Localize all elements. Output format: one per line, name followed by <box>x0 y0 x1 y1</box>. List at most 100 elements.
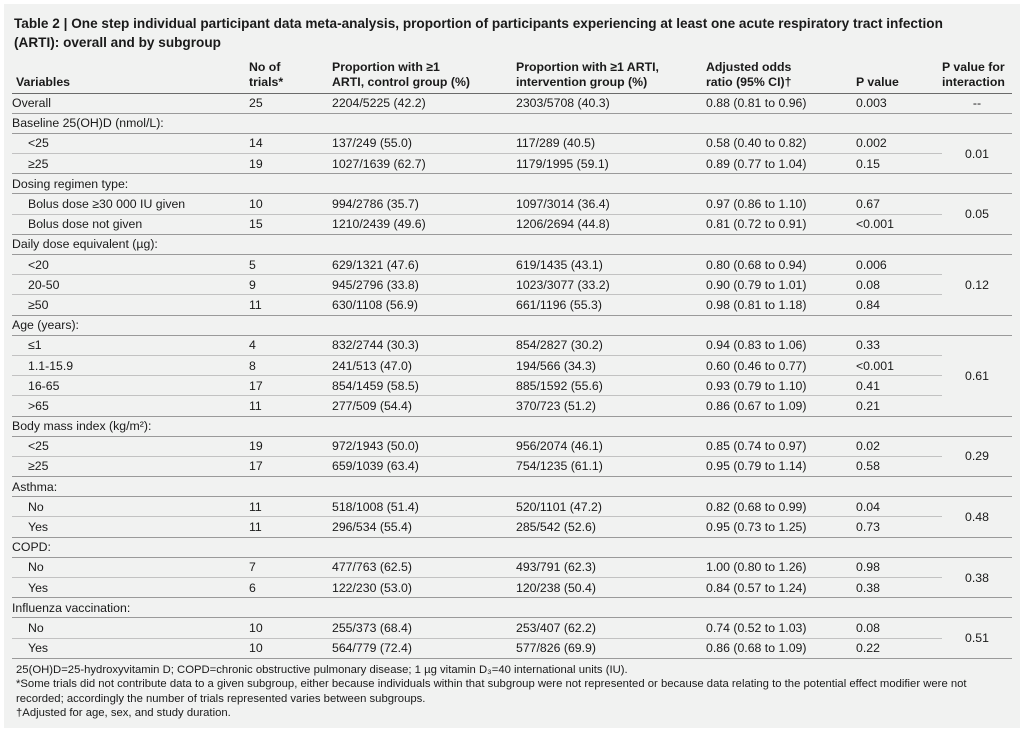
row-intervention: 956/2074 (46.1) <box>516 436 706 457</box>
table-row: Yes 11 296/534 (55.4) 285/542 (52.6) 0.95 (0… <box>12 516 1012 538</box>
row-control: 945/2796 (33.8) <box>332 274 516 296</box>
overall-row: Overall 25 2204/5225 (42.2) 2303/5708 (4… <box>12 93 1012 114</box>
header-p-value: P value <box>856 49 942 94</box>
subgroup-p-interaction: 0.48 <box>942 496 1012 538</box>
row-control: 1027/1639 (62.7) <box>332 153 516 175</box>
row-odds-ratio: 0.94 (0.83 to 1.06) <box>706 335 856 356</box>
row-trials: 4 <box>249 335 332 356</box>
row-intervention: 619/1435 (43.1) <box>516 254 706 276</box>
table-row: 16-65 17 854/1459 (58.5) 885/1592 (55.6) 0.9… <box>12 375 1012 397</box>
row-trials: 11 <box>249 294 332 316</box>
row-label: No <box>12 557 249 579</box>
row-label: ≥25 <box>12 456 249 478</box>
row-label: ≤1 <box>12 335 249 356</box>
row-control: 1210/2439 (49.6) <box>332 214 516 235</box>
row-odds-ratio: 0.74 (0.52 to 1.03) <box>706 617 856 639</box>
row-odds-ratio: 0.85 (0.74 to 0.97) <box>706 436 856 457</box>
table-row: 20-50 9 945/2796 (33.8) 1023/3077 (33.2) 0.9… <box>12 274 1012 296</box>
subgroup-p-interaction: 0.38 <box>942 557 1012 599</box>
table-figure: Table 2 | One step individual participan… <box>4 4 1020 728</box>
row-intervention: 885/1592 (55.6) <box>516 375 706 397</box>
subgroup-title: Age (years): <box>12 315 1012 336</box>
row-control: 518/1008 (51.4) <box>332 496 516 518</box>
row-p-value: 0.21 <box>856 395 942 417</box>
row-control: 659/1039 (63.4) <box>332 456 516 478</box>
row-control: 137/249 (55.0) <box>332 133 516 155</box>
overall-label: Overall <box>12 93 249 114</box>
row-p-value: 0.08 <box>856 617 942 639</box>
row-control: 255/373 (68.4) <box>332 617 516 639</box>
row-odds-ratio: 0.82 (0.68 to 0.99) <box>706 496 856 518</box>
row-intervention: 577/826 (69.9) <box>516 638 706 659</box>
header-control: Proportion with ≥1 ARTI, control group (%… <box>332 49 516 94</box>
row-p-value: <0.001 <box>856 355 942 377</box>
row-intervention: 493/791 (62.3) <box>516 557 706 579</box>
overall-trials: 25 <box>249 93 332 114</box>
row-control: 832/2744 (30.3) <box>332 335 516 356</box>
row-control: 277/509 (54.4) <box>332 395 516 417</box>
row-label: No <box>12 496 249 518</box>
row-intervention: 120/238 (50.4) <box>516 577 706 599</box>
table-row: 1.1-15.9 8 241/513 (47.0) 194/566 (34.3) 0.6… <box>12 355 1012 377</box>
row-intervention: 117/289 (40.5) <box>516 133 706 155</box>
row-intervention: 854/2827 (30.2) <box>516 335 706 356</box>
row-control: 629/1321 (47.6) <box>332 254 516 276</box>
row-p-value: 0.22 <box>856 638 942 659</box>
row-trials: 11 <box>249 496 332 518</box>
table-row: Yes 10 564/779 (72.4) 577/826 (69.9) 0.86 (0… <box>12 638 1012 659</box>
header-p-interaction: P value for interaction <box>942 49 1012 94</box>
row-trials: 11 <box>249 516 332 538</box>
row-p-value: 0.38 <box>856 577 942 599</box>
table-row: ≤1 4 832/2744 (30.3) 854/2827 (30.2) 0.94 (0… <box>12 335 1012 417</box>
footnote-trials: *Some trials did not contribute data to … <box>16 678 967 705</box>
row-intervention: 370/723 (51.2) <box>516 395 706 417</box>
footnote-adjusted: †Adjusted for age, sex, and study durati… <box>16 707 231 720</box>
row-p-value: 0.41 <box>856 375 942 397</box>
subgroup-header-row: Age (years): <box>12 315 1012 336</box>
subgroup-p-interaction: 0.61 <box>942 335 1012 417</box>
subgroup-header-row: COPD: <box>12 537 1012 558</box>
row-trials: 17 <box>249 375 332 397</box>
row-label: <20 <box>12 254 249 276</box>
row-odds-ratio: 0.97 (0.86 to 1.10) <box>706 193 856 215</box>
row-label: No <box>12 617 249 639</box>
overall-control: 2204/5225 (42.2) <box>332 93 516 114</box>
results-table: Variables No of trials* Proportion with ≥… <box>12 49 1012 659</box>
table-row: No 10 255/373 (68.4) 253/407 (62.2) 0.74 (0.… <box>12 617 1012 659</box>
row-odds-ratio: 0.81 (0.72 to 0.91) <box>706 214 856 235</box>
subgroup-p-interaction: 0.12 <box>942 254 1012 316</box>
table-row: <25 19 972/1943 (50.0) 956/2074 (46.1) 0.85 … <box>12 436 1012 478</box>
row-p-value: 0.006 <box>856 254 942 276</box>
row-odds-ratio: 0.80 (0.68 to 0.94) <box>706 254 856 276</box>
row-odds-ratio: 0.58 (0.40 to 0.82) <box>706 133 856 155</box>
row-intervention: 1206/2694 (44.8) <box>516 214 706 235</box>
row-trials: 8 <box>249 355 332 377</box>
row-label: 20-50 <box>12 274 249 296</box>
table-row: Bolus dose ≥30 000 IU given 10 994/2786 (3… <box>12 193 1012 235</box>
table-row: <25 14 137/249 (55.0) 117/289 (40.5) 0.58 (0… <box>12 133 1012 175</box>
subgroup-header-row: Dosing regimen type: <box>12 173 1012 195</box>
row-odds-ratio: 0.86 (0.68 to 1.09) <box>706 638 856 659</box>
caption-line-2: (ARTI): overall and by subgroup <box>14 35 221 50</box>
subgroup-p-interaction: 0.05 <box>942 193 1012 235</box>
row-control: 994/2786 (35.7) <box>332 193 516 215</box>
row-p-value: 0.08 <box>856 274 942 296</box>
row-control: 630/1108 (56.9) <box>332 294 516 316</box>
row-label: <25 <box>12 436 249 457</box>
row-trials: 9 <box>249 274 332 296</box>
header-intervention: Proportion with ≥1 ARTI, intervention gro… <box>516 49 706 94</box>
row-control: 564/779 (72.4) <box>332 638 516 659</box>
row-label: Bolus dose not given <box>12 214 249 235</box>
row-label: <25 <box>12 133 249 155</box>
row-odds-ratio: 0.98 (0.81 to 1.18) <box>706 294 856 316</box>
row-trials: 6 <box>249 577 332 599</box>
row-label: ≥50 <box>12 294 249 316</box>
table-row: ≥25 17 659/1039 (63.4) 754/1235 (61.1) 0.95 … <box>12 456 1012 478</box>
row-trials: 7 <box>249 557 332 579</box>
caption-line-1: Table 2 | One step individual participan… <box>14 16 943 31</box>
row-intervention: 1179/1995 (59.1) <box>516 153 706 175</box>
subgroup-title: Body mass index (kg/m²): <box>12 416 1012 437</box>
row-trials: 5 <box>249 254 332 276</box>
row-intervention: 754/1235 (61.1) <box>516 456 706 478</box>
row-p-value: 0.002 <box>856 133 942 155</box>
